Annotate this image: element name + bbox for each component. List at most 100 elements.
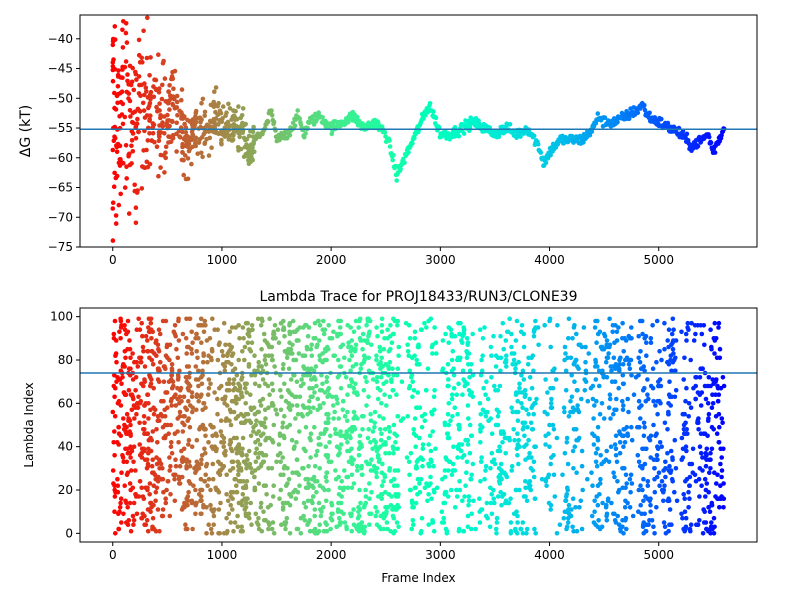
lambda-point	[572, 323, 577, 328]
lambda-point	[375, 453, 381, 458]
lambda-point	[265, 505, 271, 510]
lambda-point	[704, 481, 710, 486]
lambda-point	[654, 359, 659, 365]
lambda-point	[287, 323, 292, 328]
lambda-point	[615, 479, 620, 484]
lambda-point	[531, 474, 537, 480]
lambda-point	[172, 323, 178, 328]
lambda-point	[351, 481, 357, 486]
lambda-point	[216, 531, 221, 536]
lambda-point	[683, 331, 689, 337]
lambda-point	[442, 474, 448, 480]
lambda-point	[224, 381, 230, 387]
lambda-point	[146, 446, 151, 452]
lambda-point	[356, 509, 361, 514]
lambda-point	[693, 396, 698, 402]
lambda-point	[570, 448, 576, 454]
lambda-point	[503, 338, 509, 343]
lambda-point	[337, 364, 343, 369]
lambda-point	[221, 320, 227, 326]
lambda-point	[548, 461, 553, 467]
dg-point	[390, 157, 396, 163]
dg-x-ticks: 0 1000 2000 3000 4000 5000	[109, 247, 674, 267]
dg-point	[269, 108, 274, 113]
lambda-point	[382, 472, 387, 478]
dg-y-ticks: −75−70−65−60−55−50−45−40	[48, 32, 80, 254]
y-tick-label: 0	[65, 526, 73, 540]
lambda-point	[163, 500, 169, 506]
lambda-point	[383, 362, 389, 367]
lambda-point	[242, 344, 248, 350]
lambda-point	[135, 364, 141, 369]
dg-point	[130, 120, 136, 126]
dg-point	[120, 67, 125, 72]
lambda-point	[303, 505, 309, 510]
lambda-point	[517, 487, 522, 493]
lambda-point	[263, 453, 269, 458]
lambda-point	[430, 342, 436, 348]
lambda-point	[236, 500, 242, 506]
lambda-point	[407, 368, 413, 374]
lambda-point	[252, 372, 258, 378]
dg-point	[207, 135, 213, 141]
lambda-point	[551, 472, 557, 478]
dg-point	[110, 238, 116, 243]
lambda-point	[721, 505, 726, 510]
lambda-point	[491, 487, 496, 493]
lambda-point	[683, 398, 688, 404]
lambda-point	[407, 336, 413, 341]
lambda-point	[683, 420, 688, 426]
lambda-point	[450, 461, 456, 467]
lambda-point	[572, 379, 577, 385]
x-tick-label: 2000	[316, 548, 347, 562]
lambda-point	[259, 346, 264, 352]
lambda-point	[590, 396, 596, 402]
lambda-point	[693, 383, 698, 389]
lambda-point	[708, 327, 713, 333]
lambda-point	[562, 509, 568, 514]
lambda-point	[367, 511, 372, 517]
dg-point	[116, 202, 122, 208]
dg-point	[193, 114, 198, 119]
lambda-point	[291, 446, 297, 452]
lambda-point	[714, 481, 719, 486]
dg-point	[118, 159, 124, 165]
lambda-point	[210, 446, 216, 452]
lambda-point	[321, 528, 327, 534]
lambda-point	[645, 392, 650, 398]
lambda-point	[648, 340, 654, 346]
lambda-point	[181, 446, 187, 452]
lambda-point	[577, 505, 582, 510]
lambda-point	[602, 333, 608, 339]
lambda-point	[714, 431, 720, 437]
lambda-point	[391, 483, 397, 489]
lambda-point	[646, 522, 651, 527]
lambda-point	[456, 446, 462, 452]
lambda-point	[249, 470, 255, 476]
lambda-point	[644, 353, 649, 359]
lambda-point	[170, 379, 176, 385]
lambda-point	[670, 455, 675, 460]
dg-point	[180, 141, 185, 147]
lambda-point	[145, 392, 150, 398]
lambda-point	[378, 437, 384, 443]
lambda-point	[127, 372, 133, 378]
lambda-point	[273, 407, 279, 413]
lambda-point	[240, 492, 246, 497]
lambda-point	[298, 515, 304, 521]
lambda-point	[663, 531, 669, 536]
lambda-point	[516, 461, 521, 467]
lambda-point	[653, 403, 658, 408]
lambda-point	[238, 420, 244, 426]
lambda-point	[357, 433, 363, 439]
lambda-point	[579, 396, 584, 402]
lambda-point	[190, 340, 195, 346]
lambda-point	[382, 427, 388, 432]
lambda-point	[337, 325, 343, 330]
lambda-point	[657, 377, 663, 382]
lambda-point	[662, 320, 667, 326]
lambda-point	[636, 355, 641, 361]
lambda-point	[687, 483, 692, 489]
lambda-point	[299, 411, 304, 417]
lambda-point	[258, 323, 264, 328]
